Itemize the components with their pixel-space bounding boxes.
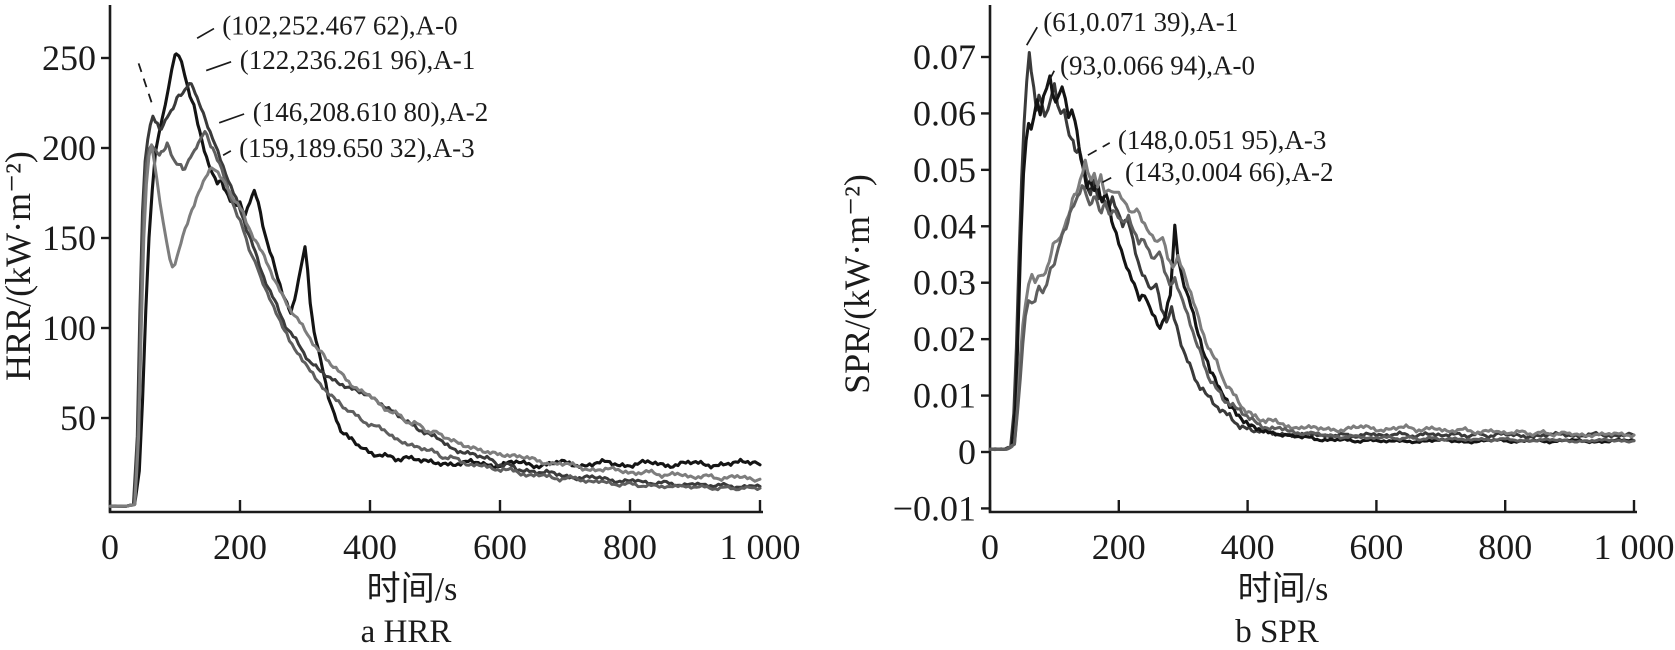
spr-y-tick-label: 0.03: [913, 263, 976, 303]
hrr-annotation-leader-A-1: [205, 60, 232, 72]
hrr-y-axis-label: HRR/(kW·m⁻²): [0, 151, 38, 381]
spr-chart: SPR/(kW·m⁻²) 时间/s b SPR −0.0100.010.020.…: [837, 5, 1675, 650]
hrr-annotation-label-A-0: (102,252.467 62),A-0: [222, 11, 457, 41]
hrr-plot-area: 50 100 150 200 250 0 200 400 600 800 1 000 (102,252…: [42, 5, 801, 567]
hrr-annotation-leader-A-2: [218, 113, 245, 124]
hrr-y-tick-label: 250: [42, 38, 96, 78]
spr-y-tick-label: −0.01: [893, 488, 976, 528]
hrr-x-tick-label: 600: [473, 527, 527, 567]
spr-x-tick-label: 800: [1478, 527, 1532, 567]
hrr-y-tick-label: 200: [42, 128, 96, 168]
spr-x-tick-label: 0: [981, 527, 999, 567]
spr-y-tick-label: 0.02: [913, 319, 976, 359]
spr-annotation-leader-A-0: [1047, 70, 1055, 84]
hrr-x-tick-label: 0: [101, 527, 119, 567]
spr-annotation-leader-A-3: [1087, 142, 1111, 156]
spr-series-A-3: [988, 158, 1636, 451]
hrr-annotation-label-A-2: (146,208.610 80),A-2: [253, 97, 488, 127]
spr-x-tick-label: 600: [1349, 527, 1403, 567]
hrr-y-tick-label: 150: [42, 218, 96, 258]
hrr-x-axis-label: 时间/s: [367, 571, 458, 608]
spr-y-tick-label: 0.01: [913, 376, 976, 416]
spr-annotation-label-A-0: (93,0.066 94),A-0: [1060, 50, 1255, 80]
hrr-x-tick-label: 800: [603, 527, 657, 567]
hrr-series-A-0: [108, 52, 762, 508]
hrr-pointer-dash: [137, 63, 155, 109]
hrr-annotation-leader-A-0: [196, 27, 215, 39]
spr-series-A-2: [988, 184, 1636, 452]
spr-y-tick-label: 0.05: [913, 150, 976, 190]
hrr-x-tick-label: 1 000: [720, 527, 801, 567]
spr-y-tick-label: 0.04: [913, 206, 976, 246]
spr-annotation-label-A-3: (148,0.051 95),A-3: [1118, 125, 1326, 155]
spr-x-tick-label: 1 000: [1594, 527, 1675, 567]
hrr-chart: HRR/(kW·m⁻²) 时间/s a HRR 50 100 150 200 250 0 2…: [0, 5, 801, 650]
hrr-annotation-leader-A-3: [222, 150, 232, 156]
hrr-panel: HRR/(kW·m⁻²) 时间/s a HRR 50 100 150 200 250 0 2…: [0, 0, 835, 650]
hrr-annotation-label-A-1: (122,236.261 96),A-1: [240, 45, 475, 75]
spr-panel-caption: b SPR: [1235, 614, 1318, 650]
hrr-y-tick-label: 100: [42, 308, 96, 348]
hrr-series-A-1: [108, 82, 762, 508]
spr-annotation-label-A-2: (143,0.004 66),A-2: [1125, 157, 1333, 187]
hrr-series-A-2: [108, 130, 762, 508]
spr-y-axis-label: SPR/(kW·m⁻²): [837, 174, 877, 394]
spr-y-tick-label: 0: [958, 432, 976, 472]
spr-series-A-1: [988, 51, 1636, 451]
spr-y-tick-label: 0.07: [913, 37, 976, 77]
spr-x-axis-label: 时间/s: [1238, 571, 1329, 608]
hrr-x-tick-label: 200: [213, 527, 267, 567]
spr-x-tick-label: 200: [1092, 527, 1146, 567]
spr-panel: SPR/(kW·m⁻²) 时间/s b SPR −0.01 0 0.01 0.02 0.…: [835, 0, 1675, 650]
spr-annotation-leader-A-1: [1025, 26, 1038, 46]
spr-x-tick-label: 400: [1221, 527, 1275, 567]
spr-annotation-leader-A-2: [1086, 174, 1118, 191]
hrr-x-tick-label: 400: [343, 527, 397, 567]
spr-annotation-label-A-1: (61,0.071 39),A-1: [1043, 7, 1238, 37]
hrr-y-tick-label: 50: [60, 398, 96, 438]
hrr-annotation-label-A-3: (159,189.650 32),A-3: [239, 133, 474, 163]
hrr-panel-caption: a HRR: [361, 614, 452, 650]
hrr-series-A-3: [108, 143, 762, 508]
spr-y-tick-label: 0.06: [913, 93, 976, 133]
